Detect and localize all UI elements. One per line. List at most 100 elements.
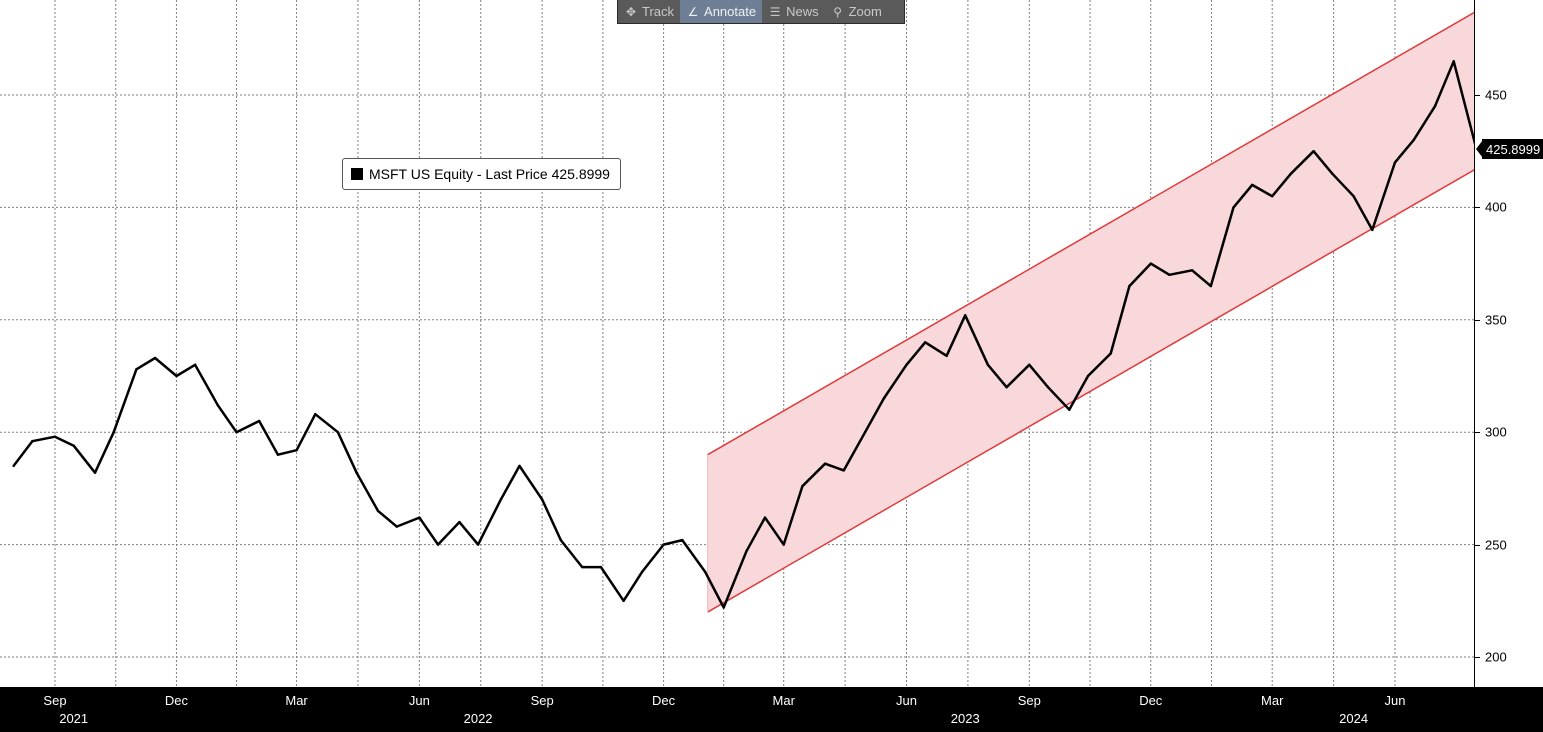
price-point: [1452, 60, 1455, 63]
price-point: [1289, 172, 1293, 175]
price-point: [622, 599, 625, 602]
price-point: [863, 431, 867, 434]
y-tick-mark: [1475, 544, 1480, 546]
news-button[interactable]: ☰ News: [762, 0, 825, 23]
price-point: [418, 516, 421, 519]
price-point: [1005, 386, 1008, 389]
y-tick-label: 350: [1485, 312, 1507, 328]
x-tick-label: Jun: [408, 693, 430, 708]
price-point: [882, 397, 885, 400]
price-point: [12, 464, 15, 468]
chart-toolbar: ✥ Track ∠ Annotate ☰ News ⚲ Zoom: [617, 0, 905, 24]
price-point: [599, 565, 603, 569]
x-tick-label: Dec: [1139, 693, 1163, 708]
price-point: [681, 538, 684, 542]
legend-swatch: [351, 168, 363, 180]
channel-fill: [707, 12, 1474, 613]
annotate-button[interactable]: ∠ Annotate: [680, 0, 763, 23]
y-axis: 200 250 300 350 400 450: [1474, 0, 1543, 687]
price-point: [1371, 228, 1374, 232]
price-point: [541, 498, 544, 501]
price-point: [458, 520, 461, 524]
price-point: [559, 538, 562, 542]
price-point: [1352, 195, 1355, 198]
price-point: [1251, 183, 1254, 187]
price-point: [93, 471, 97, 474]
price-point: [745, 550, 748, 553]
price-point: [153, 356, 157, 360]
y-tick-label: 300: [1485, 424, 1507, 440]
zoom-label: Zoom: [848, 4, 882, 19]
channel-upper-line: [707, 11, 1474, 456]
y-tick-label: 250: [1485, 537, 1507, 553]
magnifier-icon: ⚲: [833, 4, 842, 19]
x-tick-label: Sep: [1017, 693, 1041, 708]
x-tick-label: Dec: [164, 693, 189, 708]
price-point: [905, 363, 908, 366]
price-point: [1412, 138, 1415, 142]
trend-channel: [707, 11, 1474, 613]
price-point: [1433, 105, 1437, 108]
price-point: [1190, 269, 1194, 272]
zoom-button[interactable]: ⚲ Zoom: [825, 0, 888, 23]
track-label: Track: [642, 4, 675, 19]
price-point: [476, 543, 480, 546]
price-point: [518, 464, 521, 468]
price-point: [641, 570, 644, 573]
y-tick-label: 400: [1485, 199, 1507, 215]
legend-label: MSFT US Equity - Last Price 425.8999: [369, 166, 610, 182]
price-point: [1109, 352, 1112, 355]
price-point: [662, 543, 665, 546]
plot-area[interactable]: [0, 0, 1474, 687]
x-tick-label: Jun: [1384, 693, 1406, 708]
price-point: [581, 565, 584, 569]
x-tick-label: Sep: [43, 693, 67, 708]
price-point: [376, 509, 380, 513]
price-point: [1209, 284, 1213, 288]
series-legend[interactable]: MSFT US Equity - Last Price 425.8999: [342, 158, 621, 190]
track-button[interactable]: ✥ Track: [618, 0, 680, 23]
y-tick-label: 450: [1485, 87, 1507, 103]
y-tick-mark: [1475, 207, 1480, 209]
price-point: [1028, 363, 1031, 366]
price-point: [1128, 284, 1131, 288]
pencil-icon: ∠: [687, 4, 699, 19]
x-tick-label: Mar: [772, 693, 795, 708]
price-point: [1086, 374, 1090, 378]
x-year-label: 2024: [1339, 711, 1369, 726]
channel-lower-line: [707, 169, 1474, 613]
price-point: [703, 570, 707, 573]
y-tick-mark: [1475, 657, 1480, 658]
price-point: [314, 413, 317, 416]
price-point: [436, 543, 440, 546]
price-point: [823, 462, 827, 465]
crosshair-icon: ✥: [625, 4, 637, 19]
price-point: [842, 469, 845, 472]
news-label: News: [786, 4, 819, 19]
price-point: [782, 543, 785, 546]
price-point: [355, 471, 358, 474]
last-price-tag: 425.8999: [1482, 139, 1543, 159]
x-year-label: 2023: [950, 711, 980, 726]
x-tick-label: Sep: [530, 693, 554, 708]
price-point: [295, 449, 298, 452]
price-point: [112, 431, 115, 434]
price-point: [763, 516, 767, 519]
x-tick-label: Mar: [1261, 693, 1284, 708]
price-point: [1149, 262, 1153, 265]
last-price-pointer: [1476, 140, 1483, 158]
price-point: [722, 606, 725, 609]
news-icon: ☰: [769, 4, 781, 19]
price-point: [1168, 273, 1171, 276]
price-point: [801, 485, 804, 488]
x-axis: Sep Dec Mar Jun Sep Dec Mar Jun Sep Dec Mar Jun 2021…: [0, 687, 1543, 732]
price-point: [235, 431, 238, 434]
y-tick-mark: [1475, 432, 1480, 434]
price-point: [216, 404, 219, 407]
price-point: [986, 363, 990, 366]
x-tick-label: Jun: [896, 693, 917, 708]
y-tick-mark: [1475, 319, 1480, 321]
price-point: [945, 354, 948, 357]
x-tick-label: Dec: [652, 693, 676, 708]
